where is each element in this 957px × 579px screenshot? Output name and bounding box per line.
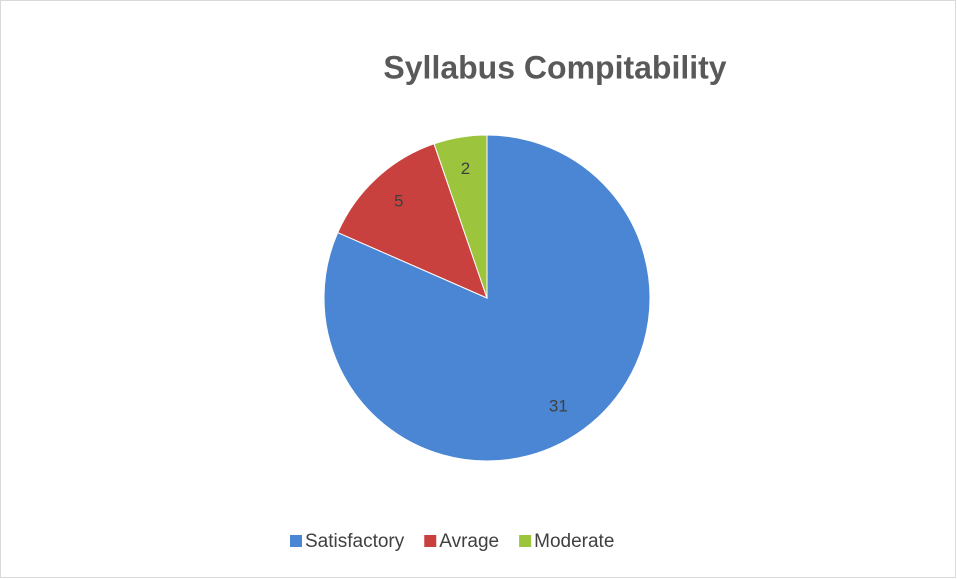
legend-label: Moderate [534, 531, 614, 552]
data-label: 31 [549, 397, 568, 416]
pie-slice [433, 134, 488, 299]
legend-label: Satisfactory [305, 531, 405, 552]
legend-swatch [424, 535, 437, 547]
legend-swatch [290, 535, 302, 547]
chart-title: Syllabus Compitability [383, 49, 726, 85]
pie-slice [337, 143, 488, 299]
legend-swatch [519, 535, 532, 547]
legend-label: Avrage [439, 531, 499, 552]
data-label: 2 [461, 159, 470, 178]
data-label: 5 [394, 192, 403, 211]
